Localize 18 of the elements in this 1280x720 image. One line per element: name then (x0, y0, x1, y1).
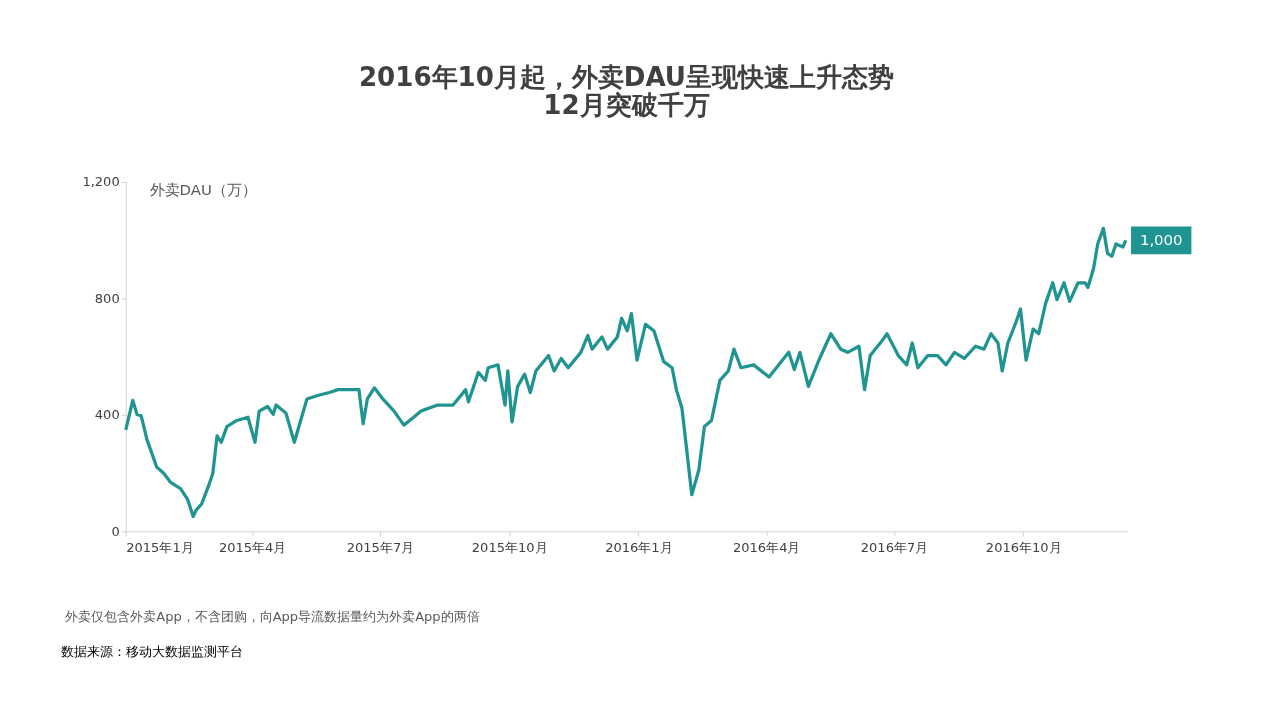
x-tick-label: 2016年4月 (732, 540, 801, 556)
x-tick-label: 2016年7月 (860, 540, 929, 556)
x-tick-label: 2015年1月 (126, 540, 194, 556)
x-tick-label: 2015年10月 (471, 540, 548, 556)
x-tick-label: 2016年10月 (985, 540, 1062, 556)
line-series (124, 226, 1128, 519)
x-tick-label: 2015年7月 (346, 540, 415, 556)
annotation: 1,000 (1139, 230, 1183, 249)
x-tick-label: 2016年1月 (605, 540, 673, 556)
y-tick-label: 800 (94, 290, 120, 306)
source-note: 数据来源：移动大数据监测平台 (60, 644, 243, 660)
y-axis-title: 外卖DAU（万） (149, 180, 257, 199)
x-tick-label: 2015年4月 (218, 540, 287, 556)
text: 外卖仅包含外卖App，不含团购，向App导流数据量约为外卖App的两倍 (65, 608, 480, 624)
y-tick-label: 0 (111, 523, 120, 539)
chart-title: 2016年10月起，外卖DAU呈现快速上升态势 12月突破千万 (358, 62, 895, 121)
y-tick-label: 1,200 (82, 174, 120, 190)
y-tick-label: 400 (94, 407, 120, 423)
